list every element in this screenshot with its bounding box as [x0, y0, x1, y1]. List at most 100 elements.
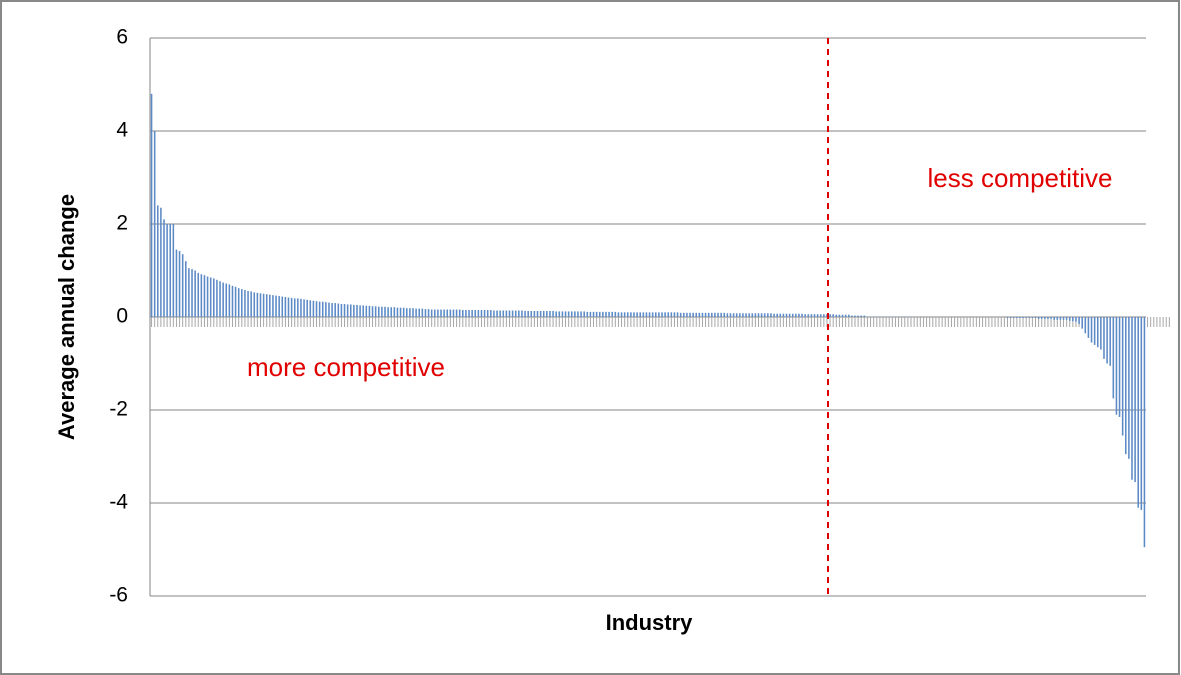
bar [1109, 317, 1111, 366]
bar [795, 313, 797, 317]
bar [244, 290, 246, 317]
bar [325, 302, 327, 317]
bar [150, 93, 153, 317]
bar [1093, 317, 1096, 345]
bar [595, 311, 598, 317]
bar [776, 313, 778, 317]
bar [474, 310, 477, 317]
bar [1096, 317, 1099, 348]
bar [1128, 317, 1130, 459]
bar [732, 313, 735, 317]
bar [303, 299, 305, 317]
bar [346, 304, 349, 317]
bar [465, 310, 467, 317]
bar [661, 312, 663, 317]
bar [1044, 317, 1046, 319]
bar [153, 131, 156, 317]
bar [863, 315, 866, 317]
bar [415, 308, 417, 317]
bar [857, 315, 859, 317]
bar [577, 311, 579, 317]
bar [757, 313, 760, 317]
bar [844, 314, 847, 317]
bar [819, 314, 822, 317]
x-axis-label: Industry [606, 610, 694, 635]
bar [686, 312, 688, 317]
bar [838, 314, 841, 317]
bar [561, 311, 564, 317]
bar [278, 296, 280, 317]
bar [645, 312, 648, 317]
bar [683, 312, 685, 317]
bar [430, 309, 433, 317]
bar [655, 312, 657, 317]
bar [163, 219, 165, 317]
bar [558, 311, 561, 317]
bar [723, 312, 726, 317]
bar [169, 224, 172, 317]
bar [265, 294, 268, 317]
y-tick-label: -4 [109, 491, 128, 514]
bar [200, 274, 203, 317]
y-tick-label: 6 [116, 26, 128, 49]
bar [194, 270, 196, 317]
bar [188, 268, 190, 317]
bar [1056, 317, 1059, 320]
bar [1050, 317, 1052, 319]
bar [505, 310, 508, 317]
y-tick-label: -2 [109, 398, 128, 421]
bar [486, 310, 489, 317]
bar [1090, 317, 1093, 343]
bar [748, 313, 750, 317]
bar [293, 298, 296, 317]
bar [614, 311, 617, 317]
bar [290, 297, 293, 317]
bar [499, 310, 501, 317]
bar [552, 310, 554, 317]
bar [841, 314, 844, 317]
bar [773, 313, 775, 317]
bar [312, 300, 315, 317]
bar [788, 313, 791, 317]
bar [511, 310, 514, 317]
bar [337, 303, 340, 317]
bar [1025, 317, 1027, 318]
bar [287, 297, 290, 317]
bar [574, 311, 576, 317]
bar [704, 312, 707, 317]
bar [592, 311, 595, 317]
bar [745, 313, 747, 317]
bar [374, 306, 377, 317]
bar [365, 305, 368, 317]
bar [300, 298, 302, 317]
bar [521, 310, 523, 317]
bar [767, 313, 769, 317]
bar [396, 307, 399, 317]
bar [630, 312, 632, 317]
bar [393, 307, 396, 317]
bar [1016, 317, 1018, 318]
bar [424, 309, 427, 317]
bar [381, 306, 383, 317]
bar [1112, 317, 1115, 399]
bar [1087, 317, 1090, 338]
bar [658, 312, 660, 317]
y-tick-label: 0 [116, 305, 128, 328]
bar [779, 313, 782, 317]
bar [726, 313, 729, 317]
bar [421, 308, 424, 317]
bar [1006, 317, 1009, 318]
bar [1022, 317, 1024, 318]
bar [1065, 317, 1068, 320]
bar [213, 278, 215, 317]
bar [281, 296, 284, 317]
bar [1081, 317, 1083, 329]
bar [714, 312, 716, 317]
bar [440, 309, 442, 317]
bar [810, 314, 813, 317]
bar [1106, 317, 1108, 364]
bar [1019, 317, 1021, 318]
bar [1124, 317, 1127, 455]
bar [483, 310, 486, 317]
bar [471, 310, 473, 317]
